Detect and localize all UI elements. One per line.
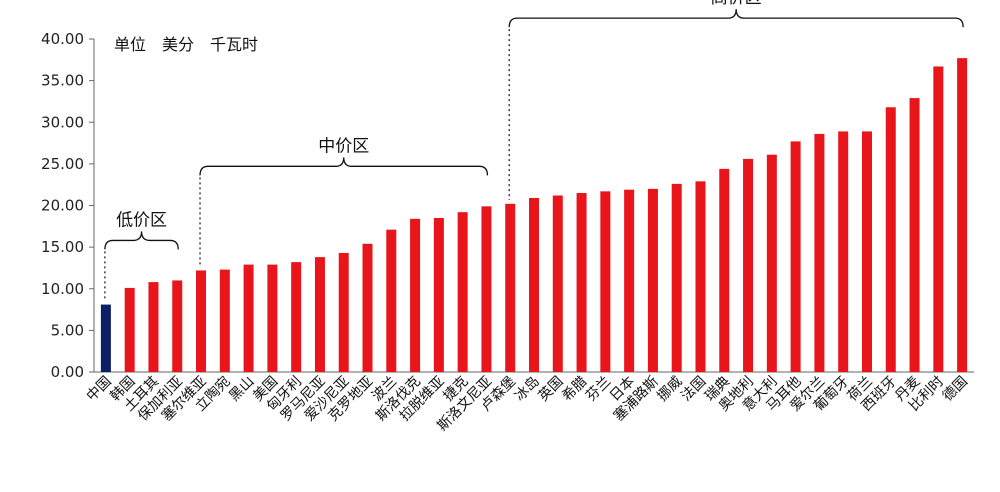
bar bbox=[243, 264, 254, 372]
bar bbox=[790, 141, 801, 372]
bar bbox=[314, 257, 325, 372]
bar bbox=[457, 212, 468, 372]
bar bbox=[909, 98, 920, 373]
y-tick-label: 40.00 bbox=[41, 30, 84, 48]
x-tick-label: 冰岛 bbox=[512, 374, 543, 405]
x-tick-label: 中国 bbox=[84, 374, 115, 405]
bars bbox=[100, 58, 968, 373]
bar bbox=[600, 191, 611, 372]
bar bbox=[766, 154, 777, 372]
bar bbox=[291, 262, 302, 372]
bar bbox=[219, 269, 230, 372]
bar bbox=[885, 107, 896, 372]
x-tick-label: 芬兰 bbox=[583, 374, 614, 405]
bar bbox=[695, 181, 706, 372]
bar bbox=[933, 66, 944, 372]
bar bbox=[410, 218, 421, 372]
x-tick-label: 希腊 bbox=[559, 374, 590, 405]
bar bbox=[814, 133, 825, 372]
group-label: 中价区 bbox=[318, 136, 369, 156]
group-label: 高价区 bbox=[711, 0, 762, 8]
y-tick-label: 35.00 bbox=[41, 72, 84, 90]
y-tick-label: 30.00 bbox=[41, 113, 84, 131]
y-tick-label: 20.00 bbox=[41, 197, 84, 215]
unit-label: 单位 美分 千瓦时 bbox=[114, 35, 258, 54]
bar bbox=[576, 193, 587, 372]
bar bbox=[267, 264, 278, 372]
group-label: 低价区 bbox=[116, 210, 167, 230]
bar bbox=[481, 206, 492, 372]
bar bbox=[196, 270, 207, 372]
group-brace bbox=[508, 9, 964, 28]
bar bbox=[433, 217, 444, 372]
bar bbox=[861, 131, 872, 372]
x-tick-label: 挪威 bbox=[654, 374, 685, 405]
y-axis: 0.00 5.00 10.00 15.00 20.00 25.00 30.00 35.00 40… bbox=[41, 30, 974, 381]
bar bbox=[719, 168, 730, 372]
y-tick-label: 25.00 bbox=[41, 155, 84, 173]
y-tick-label: 0.00 bbox=[51, 363, 84, 381]
bar bbox=[362, 243, 373, 372]
bar bbox=[100, 304, 111, 372]
bar bbox=[743, 158, 754, 372]
bar bbox=[838, 131, 849, 372]
bar bbox=[552, 195, 563, 372]
price-zone-annotations: 低价区 中价区 高价区 bbox=[104, 0, 964, 301]
y-tick-label: 5.00 bbox=[51, 321, 84, 339]
x-tick-label: 法国 bbox=[678, 374, 709, 405]
bar bbox=[124, 287, 135, 372]
bar bbox=[338, 252, 349, 372]
bar bbox=[172, 280, 183, 372]
bar bbox=[624, 189, 635, 372]
bar bbox=[647, 188, 658, 372]
x-axis-labels: 中国韩国土耳其保加利亚塞尔维亚立陶宛黑山美国匈牙利罗马尼亚爱沙尼亚克罗地亚波兰斯… bbox=[84, 373, 971, 435]
x-tick-label: 英国 bbox=[535, 373, 567, 405]
bar bbox=[386, 229, 397, 372]
y-tick-label: 10.00 bbox=[41, 280, 84, 298]
bar bbox=[957, 58, 968, 373]
y-tick-label: 15.00 bbox=[41, 238, 84, 256]
x-tick-label: 黑山 bbox=[226, 374, 257, 405]
bar bbox=[505, 203, 516, 372]
bar bbox=[671, 183, 682, 372]
group-brace bbox=[104, 231, 179, 250]
x-tick-label: 德国 bbox=[940, 374, 971, 405]
bar bbox=[529, 198, 539, 372]
group-brace bbox=[199, 157, 489, 176]
bar bbox=[148, 282, 159, 372]
